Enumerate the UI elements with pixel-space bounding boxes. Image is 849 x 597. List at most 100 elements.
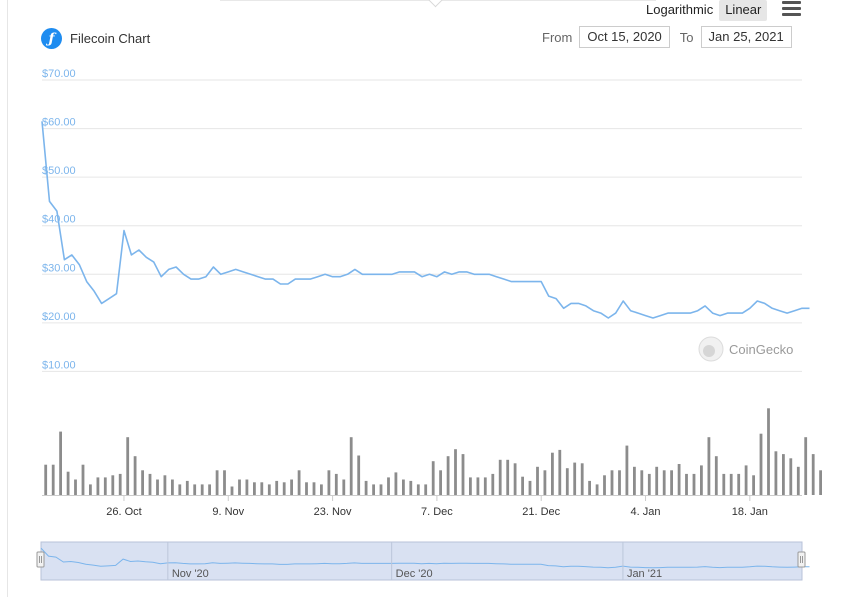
filecoin-logo-icon: ƒ — [41, 28, 62, 49]
x-tick-label: 7. Dec — [421, 506, 453, 518]
volume-bar — [297, 470, 301, 495]
volume-bar — [685, 473, 688, 495]
volume-bar — [774, 451, 778, 495]
volume-bar — [796, 466, 800, 495]
x-tick-label: 4. Jan — [631, 506, 661, 518]
volume-bar — [156, 479, 159, 495]
volume-bar — [521, 476, 524, 495]
volume-bar — [759, 433, 763, 495]
volume-bar — [51, 464, 55, 495]
volume-bar — [819, 470, 822, 495]
navigator-left-handle — [36, 551, 45, 568]
volume-bar — [312, 482, 316, 495]
volume-bar — [89, 484, 92, 495]
volume-bar — [513, 463, 517, 495]
volume-bar — [126, 437, 130, 495]
volume-bar — [305, 482, 308, 495]
y-tick-label: $10.00 — [42, 359, 76, 371]
volume-bar — [416, 484, 420, 495]
from-label: From — [542, 29, 573, 45]
date-range-selector: From Oct 15, 2020 To Jan 25, 2021 — [542, 26, 802, 48]
x-tick-label: 26. Oct — [106, 506, 141, 518]
volume-bar — [677, 464, 681, 495]
volume-bar — [238, 479, 241, 495]
volume-bar — [752, 475, 755, 495]
to-date-input[interactable]: Jan 25, 2021 — [700, 26, 792, 48]
volume-bar — [662, 470, 666, 495]
volume-bar — [729, 473, 733, 495]
volume-bar — [185, 480, 189, 495]
volume-bar — [267, 484, 271, 495]
volume-bar — [111, 475, 115, 495]
volume-bar — [327, 470, 331, 495]
y-tick-label: $20.00 — [42, 311, 76, 323]
chart-title: Filecoin Chart — [70, 31, 151, 46]
navigator-label: Jan '21 — [627, 568, 662, 580]
to-label: To — [679, 29, 694, 45]
volume-bar — [364, 480, 368, 495]
volume-bar — [618, 470, 621, 495]
volume-bar — [402, 479, 405, 495]
volume-bar — [528, 480, 532, 495]
volume-bar — [178, 484, 182, 495]
navigator-label: Nov '20 — [172, 568, 209, 580]
hamburger-menu-icon[interactable] — [782, 1, 801, 16]
volume-bar — [536, 466, 539, 495]
volume-bar — [320, 484, 323, 495]
volume-bar — [737, 473, 741, 495]
volume-bar — [789, 458, 793, 495]
coingecko-watermark-text: CoinGecko — [729, 342, 793, 357]
volume-bar — [573, 462, 577, 495]
volume-bar — [476, 477, 480, 495]
volume-bar — [446, 456, 450, 495]
volume-bar — [81, 464, 85, 495]
volume-bar — [707, 437, 711, 495]
scale-logarithmic-button[interactable]: Logarithmic — [646, 2, 714, 17]
coingecko-watermark: CoinGecko — [698, 336, 793, 362]
volume-bar — [141, 470, 144, 495]
volume-bar — [714, 456, 718, 495]
volume-bar — [744, 465, 748, 495]
volume-bar — [700, 465, 703, 495]
navigator-label: Dec '20 — [396, 568, 433, 580]
volume-bar — [290, 479, 293, 495]
volume-bar — [551, 452, 554, 495]
volume-bar — [424, 484, 428, 495]
volume-bar — [595, 484, 599, 495]
volume-bar — [782, 454, 785, 495]
volume-bar — [275, 480, 279, 495]
volume-bar — [44, 464, 48, 495]
from-date-input[interactable]: Oct 15, 2020 — [579, 26, 670, 48]
volume-bar — [565, 468, 569, 495]
scale-linear-button[interactable]: Linear — [719, 0, 768, 21]
volume-bar — [245, 479, 249, 495]
volume-bar — [357, 455, 361, 495]
price-line — [41, 121, 810, 319]
volume-bar — [558, 449, 562, 495]
volume-bar — [260, 482, 264, 495]
volume-bar — [342, 479, 346, 495]
volume-bar — [454, 449, 457, 495]
volume-bar — [148, 473, 152, 495]
volume-bar — [625, 445, 629, 495]
volume-bar — [103, 477, 107, 495]
volume-bar — [118, 473, 122, 495]
x-tick-label: 18. Jan — [732, 506, 768, 518]
navigator-line — [40, 547, 810, 569]
volume-bar — [223, 470, 226, 495]
volume-bar — [379, 484, 383, 495]
volume-bar — [580, 463, 584, 495]
y-tick-label: $60.00 — [42, 117, 76, 129]
volume-bar — [349, 437, 353, 495]
volume-bar — [483, 477, 487, 495]
page-left-border — [7, 0, 8, 597]
volume-bar — [171, 479, 174, 495]
volume-bar — [633, 466, 636, 495]
volume-bar — [767, 408, 770, 495]
y-tick-label: $50.00 — [42, 165, 76, 177]
volume-bar — [804, 437, 808, 495]
volume-bar — [491, 473, 495, 495]
volume-bar — [647, 473, 651, 495]
volume-bar — [461, 454, 465, 495]
